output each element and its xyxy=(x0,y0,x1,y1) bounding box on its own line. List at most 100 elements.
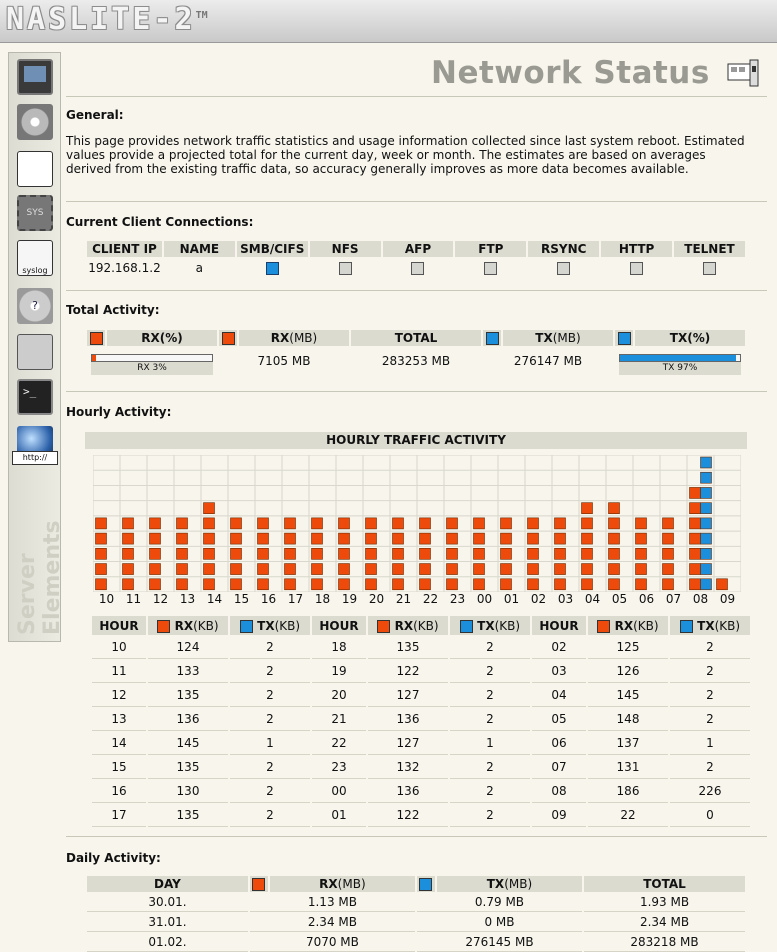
tx-cell: 2 xyxy=(230,659,310,683)
rx-bar-segment xyxy=(608,578,620,591)
rx-bar-segment xyxy=(473,532,485,545)
rx-bar-segment xyxy=(635,532,647,545)
rx-bar-segment xyxy=(122,578,134,591)
rx-bar-segment xyxy=(392,532,404,545)
rx-bar-segment xyxy=(581,563,593,575)
rx-bar-segment xyxy=(419,548,431,560)
tx-cell: 2 xyxy=(450,707,530,731)
syslog-icon: syslog xyxy=(17,240,53,276)
general-description: This page provides network traffic stati… xyxy=(66,134,745,176)
hour-cell: 19 xyxy=(312,659,366,683)
hour-cell: 03 xyxy=(532,659,586,683)
col-total: TOTAL xyxy=(584,876,745,892)
rx-bar-segment xyxy=(527,548,539,560)
tx-color-swatch xyxy=(617,332,631,345)
sidebar-item-network[interactable] xyxy=(16,150,54,188)
hourly-traffic-chart xyxy=(93,455,741,592)
hour-cell: 12 xyxy=(92,683,146,707)
tx-mb-value: 276147 MB xyxy=(513,354,583,368)
col-day: DAY xyxy=(87,876,248,892)
lock-icon xyxy=(17,334,53,370)
rx-bar-segment xyxy=(689,502,701,514)
rx-bar-segment xyxy=(500,517,512,530)
rx-bar-segment xyxy=(284,578,296,591)
tx-cell: 2 xyxy=(230,803,310,827)
total-activity-heading: Total Activity: xyxy=(66,303,160,317)
tx-bar-segment xyxy=(700,487,712,499)
top-bar: NASLITE-2TM xyxy=(0,0,777,43)
client-name: a xyxy=(195,261,204,275)
hour-cell: 20 xyxy=(312,683,366,707)
rx-bar-segment xyxy=(689,532,701,545)
col-rsync: RSYNC xyxy=(528,241,600,257)
tx-cell: 2 xyxy=(230,779,310,803)
col-rx-percent: RX(%) xyxy=(107,330,217,346)
rx-color-swatch xyxy=(252,878,266,891)
rx-bar-segment xyxy=(527,532,539,545)
rx-bar-segment xyxy=(230,548,242,560)
hour-cell: 15 xyxy=(92,755,146,779)
rx-bar-segment xyxy=(635,548,647,560)
tx-cell: 2 xyxy=(230,755,310,779)
rx-bar-segment xyxy=(689,517,701,530)
col-hour: HOUR xyxy=(532,616,586,635)
sidebar-item-disks[interactable] xyxy=(16,103,54,141)
rx-mb-value: 7105 MB xyxy=(257,354,311,368)
telnet-status-indicator xyxy=(703,262,717,275)
rx-bar-segment xyxy=(527,578,539,591)
col-total: TOTAL xyxy=(351,330,481,346)
sidebar-item-help[interactable]: ? xyxy=(16,287,54,325)
hour-cell: 11 xyxy=(92,659,146,683)
rx-bar-segment xyxy=(176,578,188,591)
rx-bar-segment xyxy=(176,517,188,530)
tx-cell: 2 xyxy=(230,683,310,707)
sidebar-item-security[interactable] xyxy=(16,333,54,371)
rx-bar-segment xyxy=(338,532,350,545)
table-row: 30.01. 1.13 MB 0.79 MB 1.93 MB xyxy=(87,892,745,912)
rx-bar-segment xyxy=(689,548,701,560)
rx-cell: 131 xyxy=(588,755,668,779)
tx-bar-segment xyxy=(700,502,712,514)
col-tx-kb: TX(KB) xyxy=(450,616,530,635)
sidebar-item-syslog[interactable]: syslog xyxy=(16,239,54,277)
rx-bar-segment xyxy=(311,517,323,530)
tx-cell: 2 xyxy=(450,779,530,803)
rx-bar-segment xyxy=(392,517,404,530)
tx-bar-segment xyxy=(700,563,712,575)
hourly-chart-x-axis: 10 11 12 13 14 15 16 17 18 19 20 21 22 23 00 01 02 03 04 05… xyxy=(93,592,741,608)
rx-bar-segment xyxy=(689,487,701,499)
rx-bar-segment xyxy=(365,563,377,575)
rx-bar-segment xyxy=(257,532,269,545)
tx-cell: 276145 MB xyxy=(416,932,582,952)
daily-activity-table: DAY RX(MB) TX(MB) TOTAL 30.01. 1.13 MB 0.7… xyxy=(85,876,747,952)
sidebar-item-system[interactable]: SYS xyxy=(16,194,54,232)
total-cell: 2.34 MB xyxy=(584,912,745,932)
x-tick-label: 09 xyxy=(719,592,736,606)
rx-cell: 122 xyxy=(368,803,448,827)
col-rx-mb: RX(MB) xyxy=(239,330,349,346)
rx-bar-segment xyxy=(95,578,107,591)
sidebar-item-terminal[interactable]: >_ xyxy=(16,378,54,416)
smb-status-indicator xyxy=(265,262,279,275)
x-tick-label: 12 xyxy=(152,592,169,606)
tx-cell: 2 xyxy=(670,755,750,779)
col-afp: AFP xyxy=(382,241,454,257)
tx-cell: 2 xyxy=(230,707,310,731)
rx-bar-segment xyxy=(419,532,431,545)
x-tick-label: 19 xyxy=(341,592,358,606)
rx-cell: 132 xyxy=(368,755,448,779)
tx-cell: 0 xyxy=(670,803,750,827)
table-row: 13 136 2 21 136 2 05 148 2 xyxy=(92,707,750,731)
total-cell: 283218 MB xyxy=(584,932,745,952)
rx-cell: 145 xyxy=(148,731,228,755)
col-rx-kb: RX(KB) xyxy=(148,616,228,635)
tx-cell: 0.79 MB xyxy=(416,892,582,912)
col-tx-kb: TX(KB) xyxy=(230,616,310,635)
rx-bar-segment xyxy=(419,517,431,530)
sidebar-item-status[interactable] xyxy=(16,58,54,96)
rx-bar-segment xyxy=(500,563,512,575)
x-tick-label: 06 xyxy=(638,592,655,606)
x-tick-label: 23 xyxy=(449,592,466,606)
help-disc-icon: ? xyxy=(17,288,53,324)
rx-cell: 186 xyxy=(588,779,668,803)
